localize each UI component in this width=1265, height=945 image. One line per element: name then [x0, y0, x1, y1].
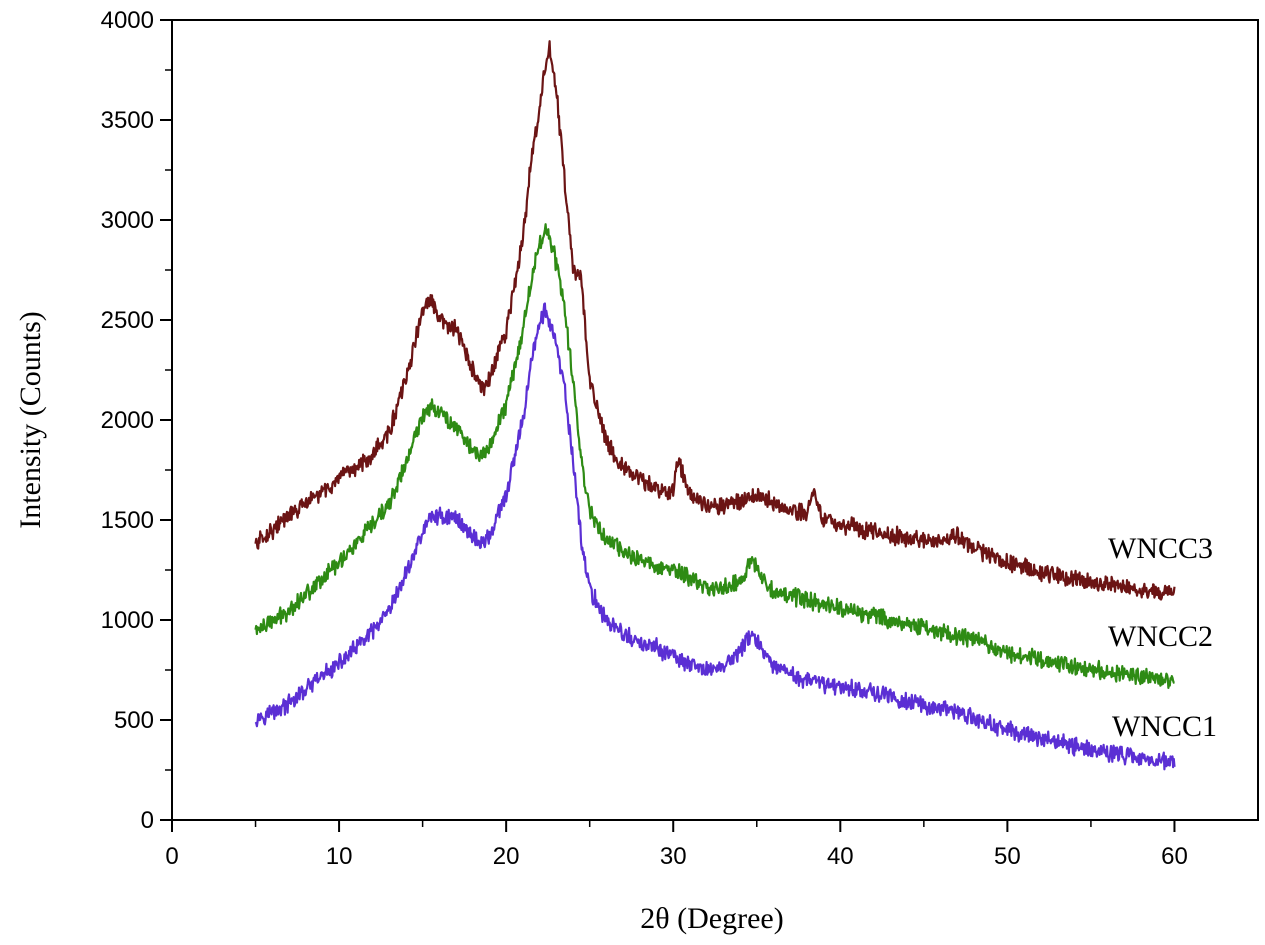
plot-frame [171, 19, 1259, 821]
y-axis-title: Intensity (Counts) [14, 311, 47, 529]
series-lines [254, 40, 1176, 771]
x-tick-label: 20 [493, 843, 520, 870]
series-line-wncc3 [254, 40, 1176, 601]
y-tick-label: 2000 [101, 407, 154, 434]
x-axis-title: 2θ (Degree) [640, 902, 783, 935]
y-tick-label: 4000 [101, 7, 154, 34]
x-tick-label: 30 [660, 843, 687, 870]
x-tick-label: 40 [827, 843, 854, 870]
x-tick-label: 50 [994, 843, 1021, 870]
y-tick-label: 0 [141, 807, 154, 834]
y-tick-label: 500 [114, 707, 154, 734]
y-tick-label: 1500 [101, 507, 154, 534]
series-line-wncc2 [254, 223, 1175, 689]
series-label-wncc2: WNCC2 [1108, 620, 1213, 653]
y-tick-label: 2500 [101, 307, 154, 334]
x-tick-label: 0 [165, 843, 178, 870]
x-tick-label: 60 [1161, 843, 1188, 870]
y-tick-label: 3500 [101, 107, 154, 134]
series-label-wncc1: WNCC1 [1112, 710, 1217, 743]
series-label-wncc3: WNCC3 [1108, 532, 1213, 565]
y-tick-label: 1000 [101, 607, 154, 634]
minor-ticks [165, 69, 1092, 827]
major-ticks [160, 19, 1176, 832]
x-tick-label: 10 [326, 843, 353, 870]
y-tick-labels: 0 500 1000 1500 2000 2500 3000 3500 4000 [101, 7, 154, 834]
y-tick-label: 3000 [101, 207, 154, 234]
x-tick-labels: 0 10 20 30 40 50 60 [165, 843, 1187, 870]
series-line-wncc1 [254, 302, 1176, 771]
